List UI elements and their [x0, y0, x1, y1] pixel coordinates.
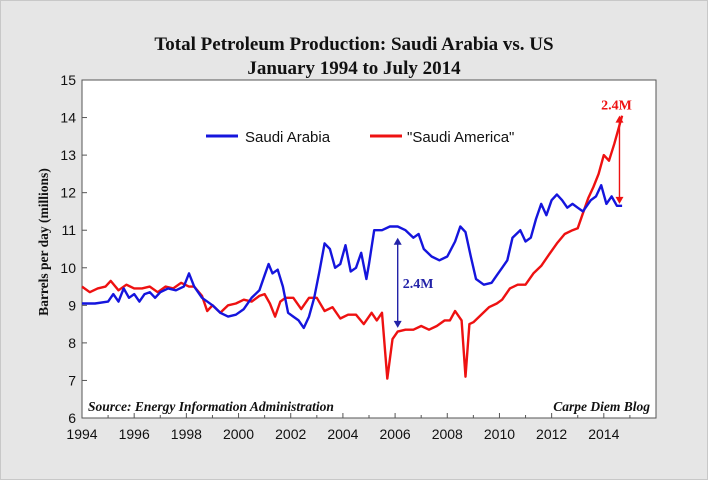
- chart-title: Total Petroleum Production: Saudi Arabia…: [154, 34, 554, 55]
- x-tick-label: 2010: [484, 426, 515, 442]
- legend: Saudi Arabia "Saudi America": [206, 129, 514, 146]
- plot-area: [81, 79, 657, 419]
- x-tick-label: 2006: [380, 426, 411, 442]
- credit-note: Carpe Diem Blog: [553, 399, 650, 414]
- y-tick-label: 8: [68, 335, 76, 351]
- gap-arrow-2014: [615, 115, 624, 204]
- source-note: Source: Energy Information Administratio…: [88, 399, 334, 414]
- y-tick-label: 6: [68, 410, 76, 426]
- x-tick-label: 2012: [536, 426, 567, 442]
- y-tick-label: 14: [60, 110, 76, 126]
- x-tick-label: 2004: [327, 426, 358, 442]
- x-tick-label: 2002: [275, 426, 306, 442]
- x-tick-label: 1996: [119, 426, 150, 442]
- y-tick-label: 15: [60, 72, 76, 88]
- gap-arrow-2006: [393, 237, 402, 328]
- x-tick-label: 2000: [223, 426, 254, 442]
- x-tick-label: 2014: [588, 426, 619, 442]
- x-tick-label: 1994: [66, 426, 97, 442]
- y-tick-label: 7: [68, 372, 76, 388]
- y-tick-label: 9: [68, 297, 76, 313]
- x-tick-label: 2008: [432, 426, 463, 442]
- legend-label-saudi-arabia: Saudi Arabia: [245, 129, 331, 146]
- y-tick-label: 11: [61, 222, 76, 238]
- series-line-saudi-arabia: [82, 184, 623, 330]
- chart-subtitle: January 1994 to July 2014: [247, 58, 461, 79]
- gap-label: 2.4M: [601, 98, 632, 113]
- legend-label-saudi-america: "Saudi America": [407, 129, 514, 146]
- x-tick-label: 1998: [171, 426, 202, 442]
- gap-label: 2.4M: [403, 277, 434, 292]
- y-tick-label: 12: [60, 185, 76, 201]
- y-tick-label: 10: [60, 260, 76, 276]
- y-tick-label: 13: [60, 147, 76, 163]
